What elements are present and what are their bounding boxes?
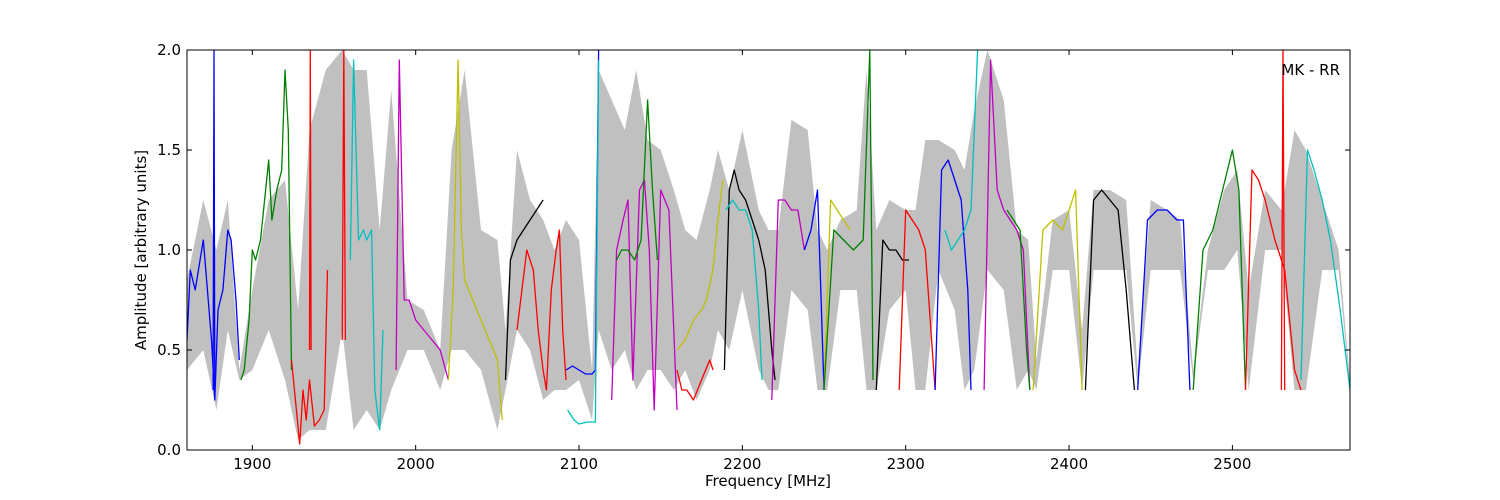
series-line-8 (447, 59, 503, 421)
envelope-band (187, 50, 1350, 440)
series-line-18 (725, 199, 763, 381)
series-line-3 (290, 269, 329, 445)
series-line-26 (944, 50, 979, 251)
y-tick-label: 0.5 (157, 341, 181, 359)
y-tick-label: 0.0 (157, 441, 181, 459)
series-line-4 (308, 50, 312, 351)
x-tick-label: 2300 (887, 455, 925, 473)
series-line-17 (723, 169, 776, 381)
series-line-22 (823, 50, 874, 391)
series-line-20 (803, 189, 825, 391)
series-line-5 (341, 50, 347, 341)
x-tick-label: 2500 (1213, 455, 1251, 473)
series-line-32 (1192, 149, 1247, 391)
series-line-31 (1137, 209, 1191, 391)
x-tick-label: 2000 (397, 455, 435, 473)
series-line-25 (934, 159, 972, 391)
series-line-9 (504, 199, 544, 381)
series-line-6 (349, 59, 384, 431)
x-axis: 1900 2000 2100 2200 2300 2400 2500 (233, 50, 1251, 473)
series-line-15 (676, 359, 714, 401)
envelope-layer (187, 50, 1350, 440)
series-layer (187, 50, 1350, 445)
series-line-21 (823, 199, 851, 391)
series-line-14 (616, 99, 659, 261)
plot-area (186, 49, 1351, 451)
series-line-29 (1032, 189, 1083, 391)
series-line-34 (1280, 50, 1286, 391)
y-tick-label: 1.5 (157, 141, 181, 159)
series-line-0 (187, 229, 240, 401)
series-line-19 (771, 199, 806, 401)
series-line-1 (212, 50, 216, 391)
baseline-annotation: MK - RR (1281, 61, 1340, 79)
series-line-16 (676, 179, 724, 351)
series-line-28 (1006, 209, 1031, 391)
series-line-13 (611, 179, 678, 411)
x-tick-label: 2200 (723, 455, 761, 473)
series-line-2 (240, 69, 293, 381)
series-line-35 (1300, 149, 1350, 391)
y-tick-label: 2.0 (157, 41, 181, 59)
series-line-12 (567, 59, 600, 425)
x-tick-label: 1900 (233, 455, 271, 473)
y-tick-label: 1.0 (157, 241, 181, 259)
series-line-33 (1244, 169, 1302, 391)
y-axis: 0.0 0.5 1.0 1.5 2.0 (157, 41, 1350, 459)
x-axis-label: Frequency [MHz] (705, 472, 831, 490)
series-line-24 (898, 209, 936, 391)
series-line-7 (395, 59, 449, 381)
y-axis-label: Amplitude [arbitrary units] (132, 150, 150, 350)
series-line-27 (983, 59, 1031, 391)
series-line-10 (516, 229, 567, 391)
series-line-30 (1084, 189, 1136, 391)
x-tick-label: 2100 (560, 455, 598, 473)
x-tick-label: 2400 (1050, 455, 1088, 473)
